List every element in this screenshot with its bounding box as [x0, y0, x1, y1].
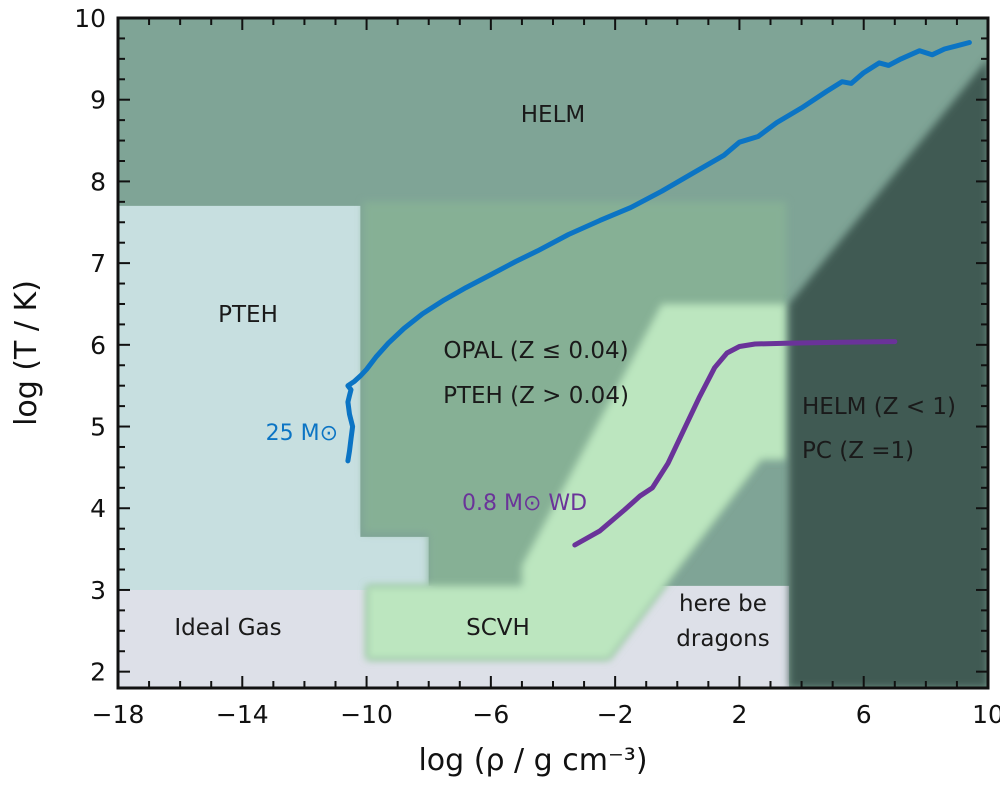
series-lines	[345, 40, 972, 548]
y-tick-label: 3	[90, 576, 106, 605]
y-tick-label: 8	[90, 167, 106, 196]
x-tick-label: −6	[472, 700, 509, 729]
y-tick-label: 4	[90, 494, 106, 523]
region-label-opal: OPAL (Z ≤ 0.04)	[443, 338, 628, 364]
series-label-wd: 0.8 M⊙ WD	[462, 491, 587, 516]
region-label-pteh: PTEH	[218, 302, 278, 328]
y-tick-label: 7	[90, 249, 106, 278]
region-fills	[118, 18, 988, 688]
y-tick-label: 5	[90, 413, 106, 442]
x-tick-label: −18	[92, 700, 145, 729]
region-label-helm: HELM	[521, 102, 586, 128]
series-line-0-8-m-wd	[572, 339, 898, 548]
x-tick-label: 6	[856, 700, 872, 729]
y-tick-label: 10	[74, 4, 106, 33]
x-tick-label: 2	[731, 700, 747, 729]
y-axis-title: log (T / K)	[9, 280, 44, 426]
region-helm-pc	[789, 58, 988, 688]
axis-ticks: −18 −14 −10 −6 −2 2 6 10 2 3 4 5 6 7 8 9 10	[74, 4, 1000, 729]
region-scvh	[366, 303, 787, 660]
region-labels: HELM PTEH OPAL (Z ≤ 0.04) PTEH (Z > 0.04…	[174, 102, 956, 652]
region-label-scvh: SCVH	[466, 615, 530, 641]
region-label-ideal-gas: Ideal Gas	[174, 615, 281, 641]
series-line-25-m	[345, 40, 972, 464]
region-label-opal-pteh: PTEH (Z > 0.04)	[443, 383, 629, 409]
region-label-pc: PC (Z =1)	[802, 438, 914, 464]
y-tick-label: 6	[90, 331, 106, 360]
y-tick-label: 9	[90, 86, 106, 115]
series-label-25msun: 25 M⊙	[266, 421, 338, 446]
region-label-helm-z: HELM (Z < 1)	[802, 394, 956, 420]
x-tick-label: −14	[216, 700, 269, 729]
y-tick-label: 2	[90, 658, 106, 687]
x-tick-label: −2	[597, 700, 634, 729]
x-tick-label: −10	[340, 700, 393, 729]
region-pteh	[118, 205, 429, 590]
region-label-dragons-1: here be	[679, 591, 767, 617]
x-tick-label: 10	[972, 700, 1000, 729]
x-axis-title: log (ρ / g cm⁻³)	[418, 743, 647, 778]
region-label-dragons-2: dragons	[676, 626, 769, 652]
